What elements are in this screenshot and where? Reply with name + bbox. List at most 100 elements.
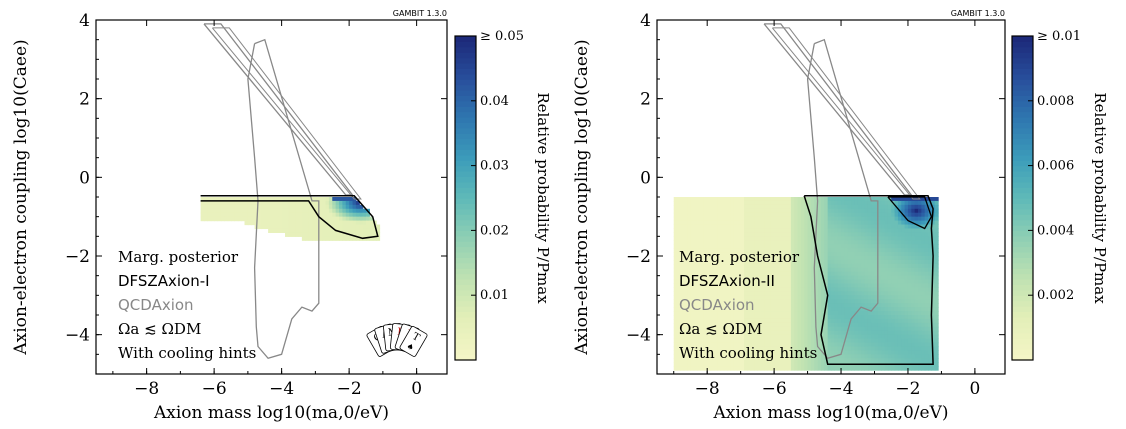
heatmap-cell [683, 326, 688, 332]
colorbar-segment [455, 279, 476, 285]
heatmap-cell [837, 252, 842, 257]
heatmap-cell [697, 362, 702, 367]
heatmap-cell [834, 299, 839, 304]
heatmap-cell [867, 216, 872, 222]
heatmap-cell [831, 291, 835, 296]
heatmap-cell [918, 204, 922, 210]
heatmap-cell [837, 279, 842, 285]
heatmap-cell [894, 248, 899, 253]
heatmap-cell [291, 197, 296, 202]
heatmap-cell [834, 354, 839, 359]
heatmap-cell [874, 220, 879, 226]
heatmap-cell [308, 204, 313, 210]
heatmap-cell [747, 366, 752, 371]
heatmap-cell [857, 256, 862, 261]
heatmap-cell [831, 350, 835, 355]
heatmap-cell [737, 299, 742, 304]
heatmap-cell [274, 212, 279, 218]
heatmap-cell [877, 216, 882, 222]
heatmap-cell [810, 200, 815, 206]
heatmap-cell [780, 279, 785, 285]
heatmap-cell [717, 295, 722, 300]
heatmap-cell [690, 200, 695, 206]
heatmap-cell [757, 267, 762, 273]
heatmap-cell [733, 295, 738, 300]
heatmap-cell [764, 256, 769, 261]
heatmap-cell [871, 216, 876, 222]
heatmap-cell [744, 236, 748, 241]
y-axis-label: Axion-electron coupling log10(Caee) [572, 39, 592, 355]
heatmap-cell [800, 248, 805, 253]
heatmap-cell [264, 204, 269, 210]
heatmap-cell [713, 311, 718, 316]
heatmap-cell [810, 236, 815, 241]
heatmap-cell [907, 318, 912, 324]
heatmap-cell [807, 275, 812, 281]
heatmap-cell [907, 326, 912, 332]
heatmap-cell [817, 220, 822, 226]
heatmap-cell [800, 271, 805, 277]
heatmap-cell [891, 224, 896, 230]
heatmap-cell [861, 212, 866, 218]
heatmap-cell [690, 244, 695, 249]
heatmap-cell [897, 287, 902, 292]
heatmap-cell [867, 224, 872, 230]
heatmap-cell [767, 287, 772, 292]
heatmap-cell [210, 212, 215, 218]
heatmap-cell [887, 236, 892, 241]
heatmap-cell [844, 212, 849, 218]
heatmap-cell [911, 311, 916, 316]
heatmap-cell [733, 291, 738, 296]
heatmap-cell [690, 252, 695, 257]
heatmap-cell [261, 220, 266, 226]
heatmap-cell [881, 200, 886, 206]
heatmap-cell [904, 346, 909, 351]
heatmap-cell [904, 271, 909, 277]
heatmap-cell [767, 244, 772, 249]
heatmap-cell [700, 299, 705, 304]
heatmap-cell [857, 240, 862, 245]
heatmap-cell [683, 271, 688, 277]
heatmap-cell [857, 244, 862, 249]
heatmap-cell [677, 220, 682, 226]
heatmap-cell [254, 212, 259, 218]
heatmap-cell [760, 259, 765, 265]
heatmap-cell [214, 200, 219, 206]
heatmap-cell [687, 271, 692, 277]
heatmap-cell [787, 326, 792, 332]
heatmap-cell [921, 315, 926, 320]
heatmap-cell [854, 232, 859, 237]
heatmap-cell [760, 212, 765, 218]
heatmap-cell [281, 200, 286, 206]
heatmap-cell [717, 279, 722, 285]
colorbar-segment [455, 252, 476, 258]
heatmap-cell [924, 228, 929, 233]
heatmap-cell [754, 334, 758, 340]
heatmap-cell [847, 224, 852, 230]
heatmap-cell [680, 322, 685, 328]
heatmap-cell [301, 236, 306, 241]
heatmap-cell [854, 259, 859, 265]
heatmap-cell [760, 295, 765, 300]
heatmap-cell [727, 338, 732, 344]
heatmap-cell [285, 224, 289, 230]
heatmap-cell [693, 299, 698, 304]
heatmap-cell [814, 311, 819, 316]
heatmap-cell [673, 271, 678, 277]
heatmap-cell [690, 197, 695, 202]
heatmap-cell [901, 224, 906, 230]
heatmap-cell [897, 216, 902, 222]
heatmap-cell [810, 279, 815, 285]
heatmap-cell [251, 208, 256, 214]
colorbar-segment [455, 225, 476, 231]
heatmap-cell [757, 350, 762, 355]
heatmap-cell [794, 318, 799, 324]
heatmap-cell [887, 279, 892, 285]
heatmap-cell [680, 236, 685, 241]
heatmap-cell [834, 216, 839, 222]
heatmap-cell [810, 204, 815, 210]
heatmap-cell [914, 263, 919, 269]
heatmap-cell [928, 256, 932, 261]
colorbar-segment [1012, 354, 1033, 361]
heatmap-cell [713, 315, 718, 320]
